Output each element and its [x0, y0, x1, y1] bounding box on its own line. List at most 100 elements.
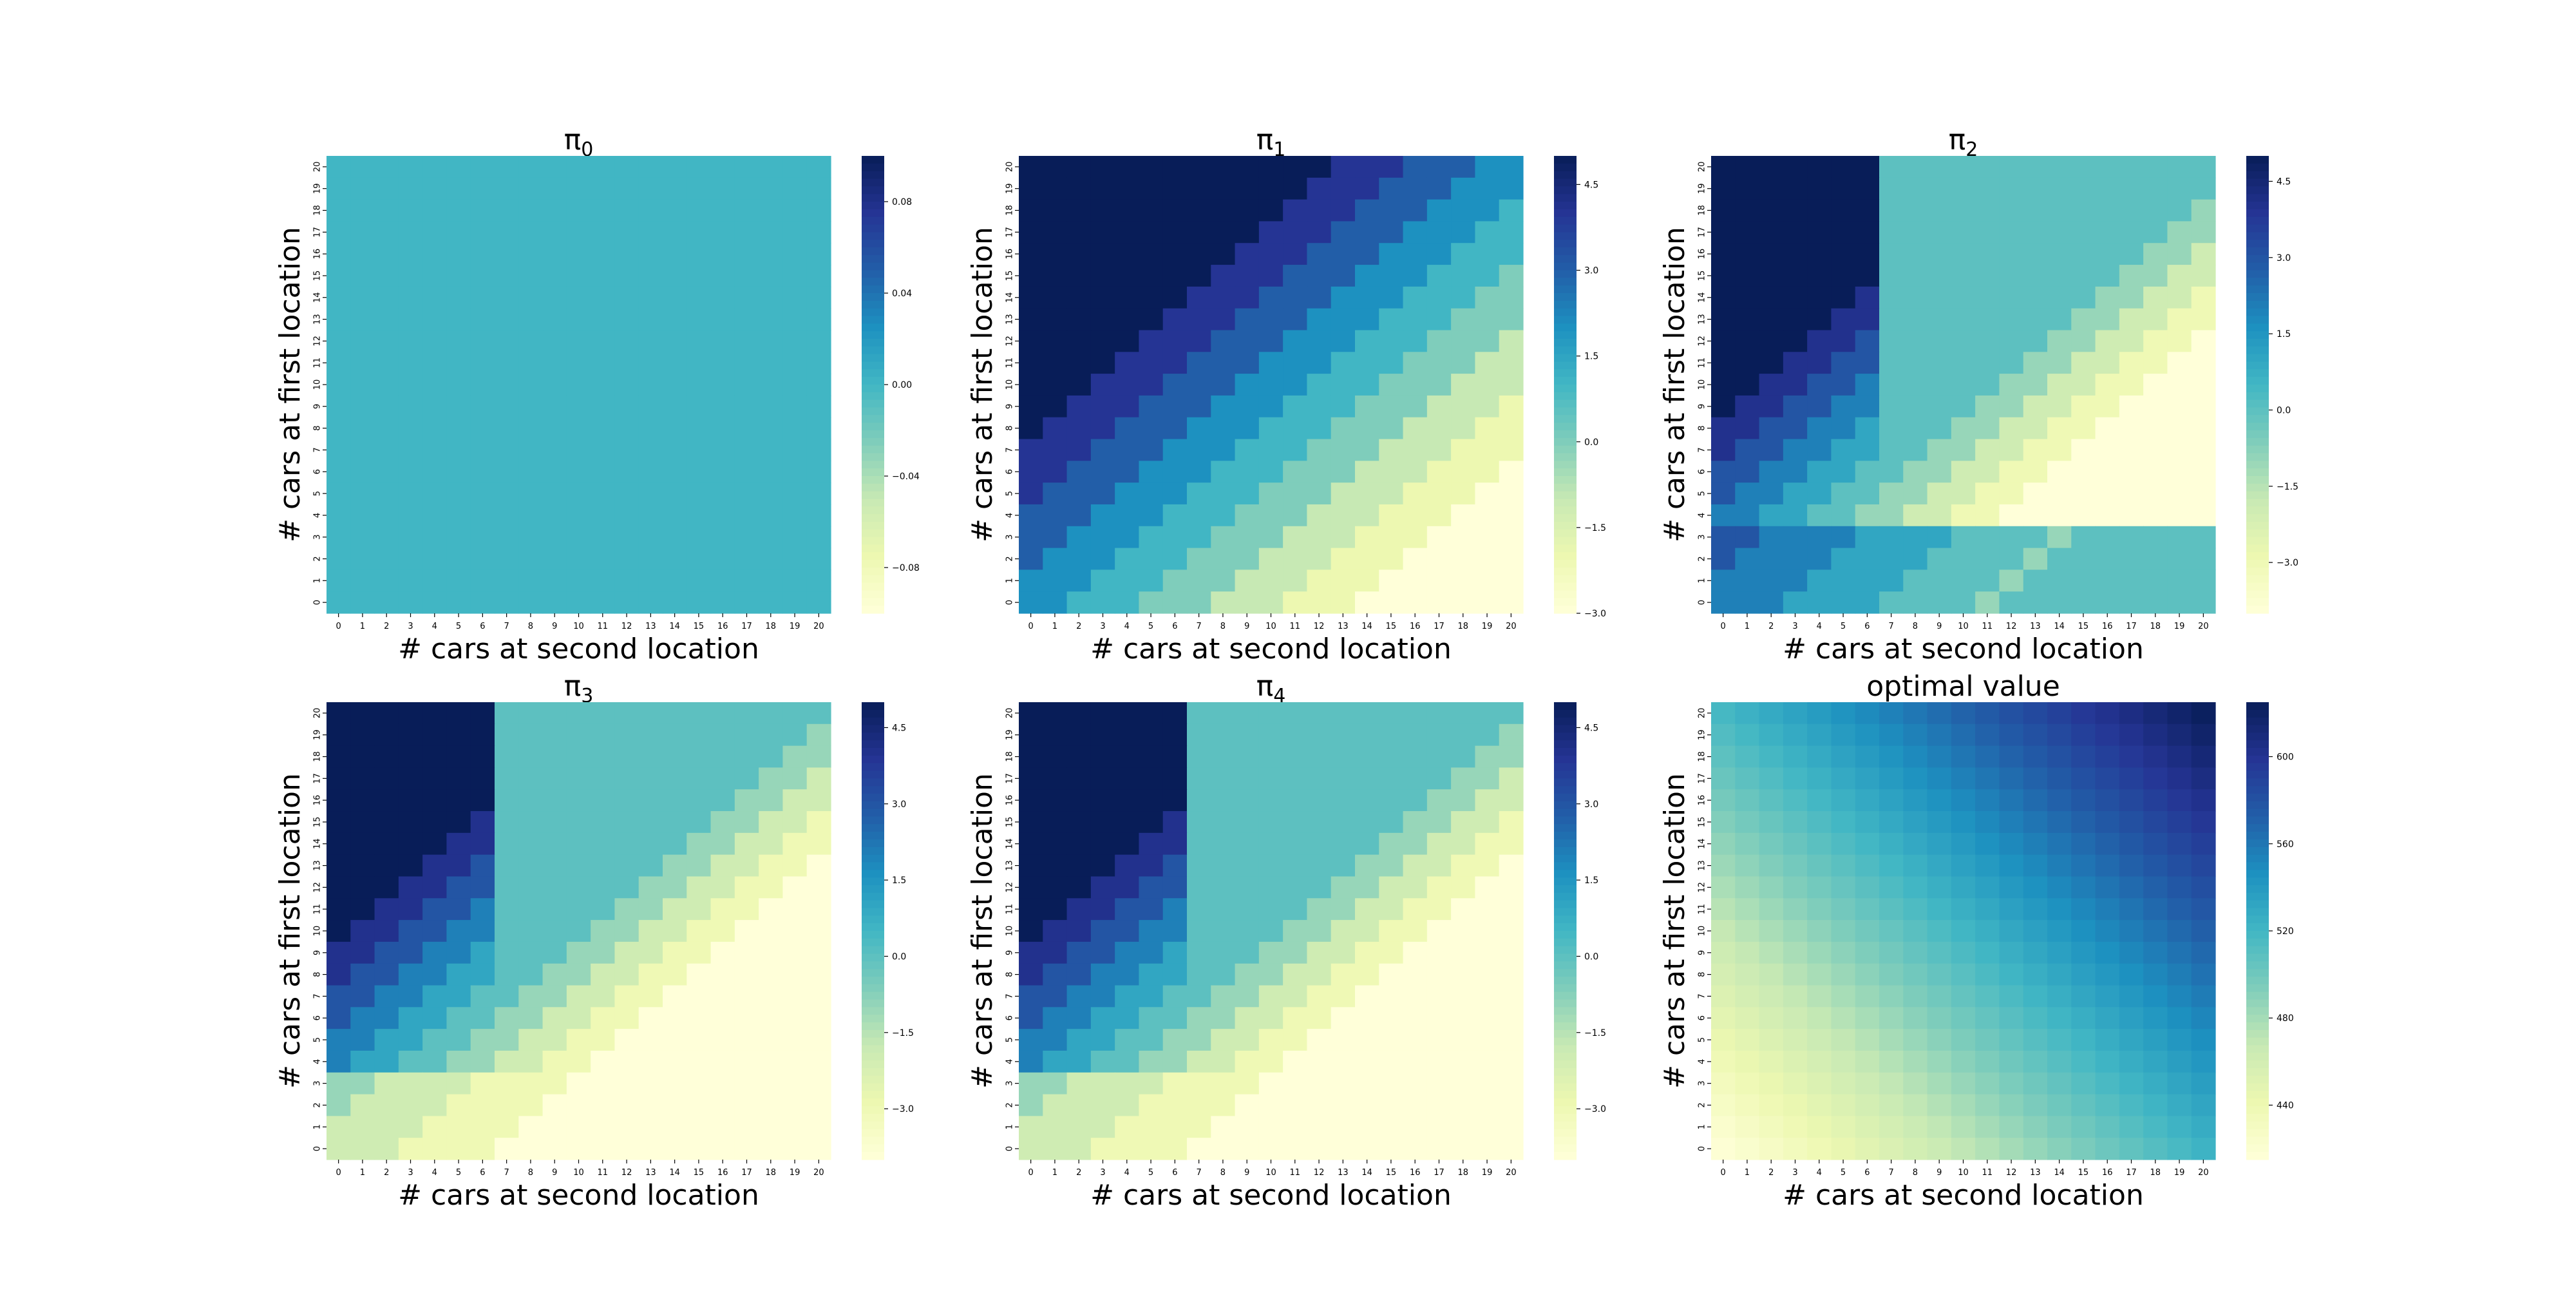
heatmap-cell [2096, 1095, 2120, 1116]
x-tick-label: 18 [1458, 622, 1469, 631]
heatmap-cell [1043, 156, 1067, 178]
heatmap-cell [782, 309, 807, 330]
heatmap-cell [1451, 591, 1475, 613]
heatmap-cell [1067, 309, 1092, 330]
heatmap-cell [1903, 396, 1927, 417]
heatmap-cell [543, 483, 567, 504]
heatmap-cell [1163, 746, 1188, 768]
y-tick-label: 3 [313, 1081, 323, 1086]
heatmap-cell [1831, 964, 1855, 986]
colorbar-segment [862, 1106, 884, 1114]
heatmap-cell [518, 811, 543, 833]
heatmap-cell [1115, 767, 1139, 789]
heatmap-cell [2096, 309, 2120, 330]
heatmap-cell [543, 833, 567, 855]
heatmap-cell [1307, 811, 1331, 833]
heatmap-cell [591, 855, 615, 877]
heatmap-cell [1451, 920, 1475, 942]
heatmap-cell [1115, 986, 1139, 1008]
heatmap-cell [471, 986, 495, 1008]
heatmap-cell [1999, 855, 2023, 877]
x-tick-label: 1 [1052, 622, 1057, 631]
heatmap-cell [759, 504, 783, 526]
heatmap-cell [1307, 287, 1331, 309]
heatmap-cell [1307, 964, 1331, 986]
y-tick-label: 8 [1698, 971, 1707, 977]
colorbar-segment [1554, 354, 1577, 362]
heatmap-cell [759, 178, 783, 200]
heatmap-cell [1807, 1138, 1832, 1160]
heatmap-cell [446, 1138, 471, 1160]
x-tick-label: 19 [790, 1168, 800, 1178]
heatmap-cell [1879, 898, 1904, 920]
heatmap-cell [422, 156, 447, 178]
colorbar-segment [1554, 598, 1577, 606]
heatmap-cell [350, 548, 375, 570]
heatmap-cell [1067, 1007, 1092, 1029]
heatmap-cell [1187, 833, 1211, 855]
heatmap-cell [687, 221, 711, 243]
colorbar-segment [2246, 939, 2269, 946]
heatmap-cell [759, 221, 783, 243]
heatmap-cell [1975, 942, 2000, 964]
heatmap-cell [2047, 374, 2072, 396]
heatmap-cell [1903, 1007, 1927, 1029]
heatmap-cell [1067, 942, 1092, 964]
heatmap-cell [1475, 724, 1499, 746]
heatmap-cell [591, 920, 615, 942]
heatmap-cell [471, 439, 495, 461]
heatmap-cell [2047, 178, 2072, 200]
y-tick-label: 3 [1005, 1081, 1015, 1086]
heatmap-cell [567, 439, 591, 461]
colorbar-segment [1554, 438, 1577, 446]
heatmap-cell [1831, 789, 1855, 811]
heatmap-cell [1019, 156, 1043, 178]
heatmap-cell [1499, 200, 1524, 222]
heatmap-cell [1115, 746, 1139, 768]
x-tick-label: 16 [2102, 1168, 2113, 1178]
heatmap-cell [422, 1095, 447, 1116]
colorbar-segment [2246, 1038, 2269, 1046]
heatmap-cell [1975, 833, 2000, 855]
heatmap-cell [1427, 569, 1452, 591]
heatmap-cell [1067, 439, 1092, 461]
x-tick-label: 14 [1361, 622, 1372, 631]
heatmap-cell [2192, 374, 2216, 396]
heatmap-cell [1855, 591, 1880, 613]
y-tick-label: 11 [1005, 904, 1015, 915]
heatmap-cell [399, 746, 423, 768]
heatmap-cell [567, 461, 591, 483]
heatmap-cell [807, 287, 831, 309]
heatmap-cell [1427, 1073, 1452, 1095]
heatmap-cell [1307, 374, 1331, 396]
heatmap-cell [1807, 811, 1832, 833]
heatmap-cell [1427, 986, 1452, 1008]
colorbar-segment [1554, 801, 1577, 809]
heatmap-cell [1139, 504, 1163, 526]
heatmap-cell [1259, 942, 1283, 964]
subplot-title: optimal value [1866, 670, 2060, 703]
heatmap-cell [1831, 265, 1855, 287]
x-tick-label: 6 [1172, 622, 1177, 631]
heatmap-cell [591, 504, 615, 526]
colorbar-segment [2246, 225, 2269, 233]
heatmap-cell [1499, 352, 1524, 374]
heatmap-cell [1735, 1095, 1759, 1116]
x-tick-label: 11 [1290, 622, 1301, 631]
heatmap-cell [1759, 504, 1784, 526]
heatmap-cell [639, 855, 663, 877]
heatmap-cell [567, 1073, 591, 1095]
heatmap-cell [1355, 417, 1379, 439]
heatmap-cell [1451, 439, 1475, 461]
heatmap-cell [1999, 352, 2023, 374]
colorbar-segment [2246, 1091, 2269, 1099]
heatmap-cell [1283, 1051, 1307, 1073]
heatmap-cell [471, 876, 495, 898]
heatmap-cell [1019, 1116, 1043, 1138]
heatmap-cell [2167, 1116, 2192, 1138]
heatmap-cell [2047, 591, 2072, 613]
heatmap-cell [1831, 417, 1855, 439]
heatmap-cell [1403, 1029, 1428, 1051]
heatmap-cell [327, 483, 351, 504]
heatmap-cell [1499, 964, 1524, 986]
